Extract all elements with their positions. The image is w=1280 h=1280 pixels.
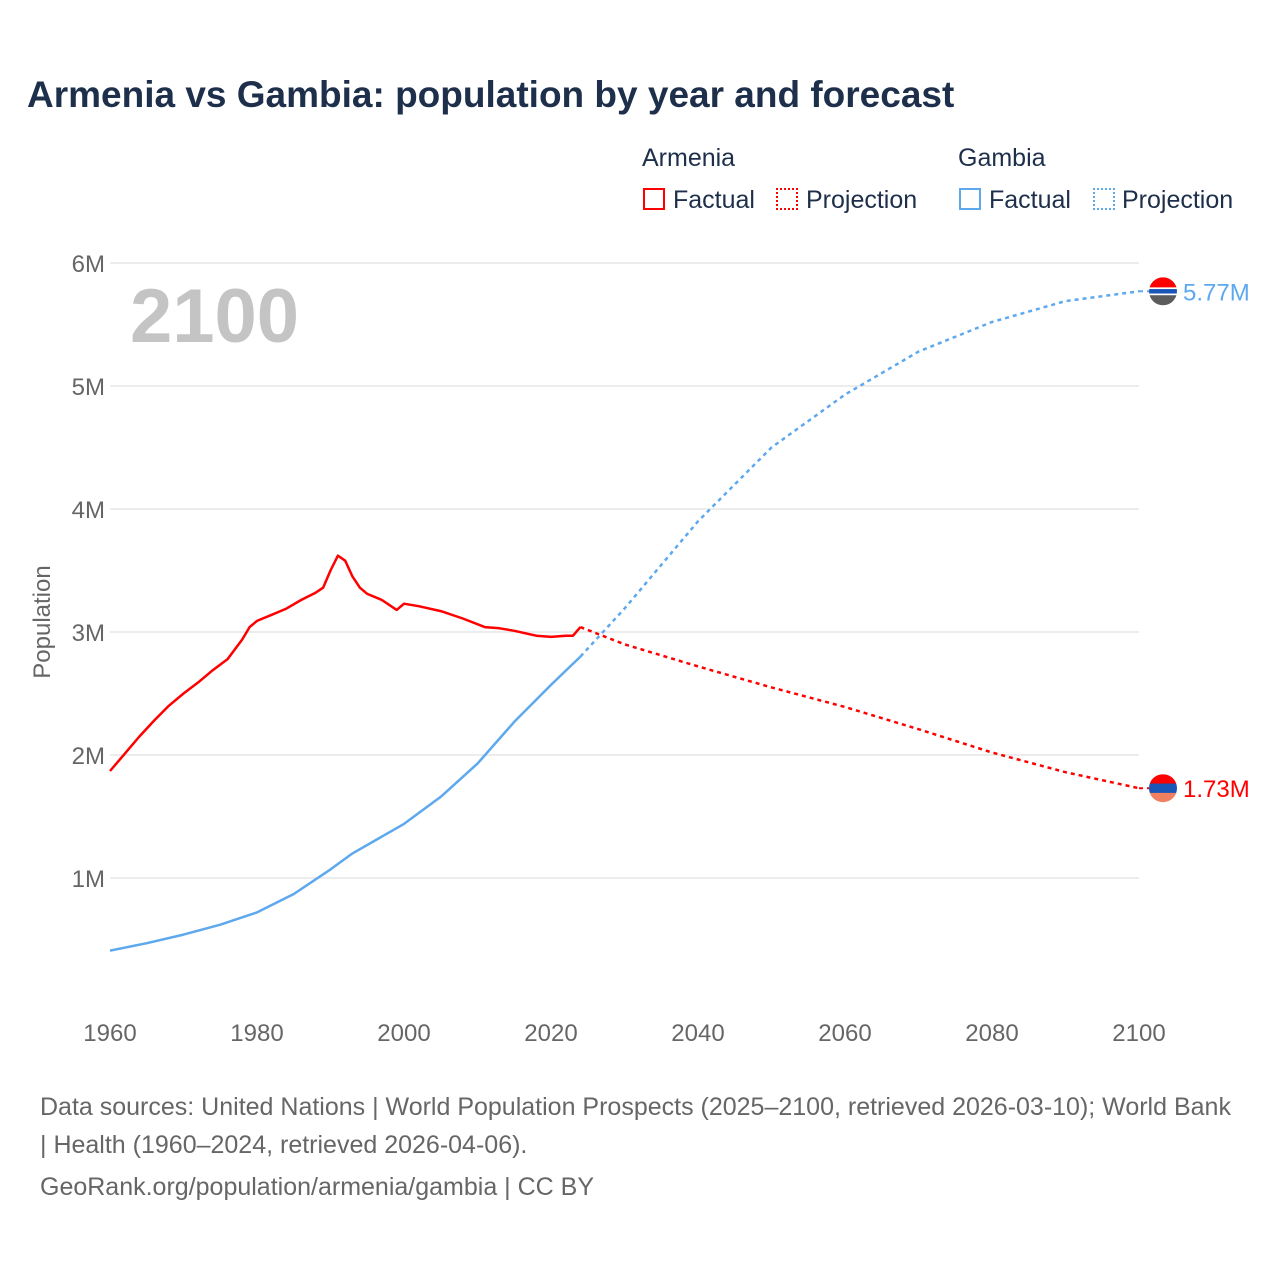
y-tick-label: 2M (72, 743, 105, 770)
y-tick-label: 1M (72, 866, 105, 893)
legend-label-gambia-projection[interactable]: Projection (1122, 186, 1234, 214)
y-tick-label: 6M (72, 251, 105, 278)
legend-swatch-gambia-factual[interactable] (959, 188, 981, 210)
data-sources: Data sources: United Nations | World Pop… (40, 1093, 1231, 1159)
armenia-factual-line (109, 554, 582, 772)
x-tick-label: 1980 (230, 1020, 283, 1047)
y-tick-label: 5M (72, 374, 105, 401)
gambia-end-value-label: 5.77M (1183, 279, 1250, 306)
y-tick-label: 3M (72, 620, 105, 647)
x-tick-label: 2020 (524, 1020, 577, 1047)
legend-swatch-gambia-projection[interactable] (1093, 188, 1115, 210)
armenia-projection-line (579, 625, 1140, 790)
x-tick-label: 2080 (965, 1020, 1018, 1047)
legend-swatch-armenia-factual[interactable] (643, 188, 665, 210)
x-tick-label: 2060 (818, 1020, 871, 1047)
year-watermark: 2100 (130, 274, 299, 359)
legend-group-gambia: Gambia (958, 144, 1046, 172)
gambia-flag-icon (1149, 277, 1177, 306)
armenia-flag-icon (1149, 774, 1177, 803)
source-link[interactable]: GeoRank.org/population/armenia/gambia | … (40, 1173, 595, 1201)
x-tick-label: 2040 (671, 1020, 724, 1047)
x-tick-label: 1960 (83, 1020, 136, 1047)
legend-label-gambia-factual[interactable]: Factual (989, 186, 1071, 214)
x-tick-label: 2100 (1112, 1020, 1165, 1047)
footer: Data sources: United Nations | World Pop… (40, 1088, 1240, 1206)
x-tick-label: 2000 (377, 1020, 430, 1047)
y-tick-label: 4M (72, 497, 105, 524)
gambia-factual-line (109, 655, 582, 952)
armenia-end-value-label: 1.73M (1183, 776, 1250, 803)
chart-title: Armenia vs Gambia: population by year an… (27, 74, 955, 115)
gambia-projection-line (579, 290, 1140, 658)
legend-label-armenia-factual[interactable]: Factual (673, 186, 755, 214)
legend-group-armenia: Armenia (642, 144, 736, 172)
y-axis-label: Population (29, 565, 56, 678)
legend-swatch-armenia-projection[interactable] (776, 188, 798, 210)
legend-label-armenia-projection[interactable]: Projection (806, 186, 918, 214)
